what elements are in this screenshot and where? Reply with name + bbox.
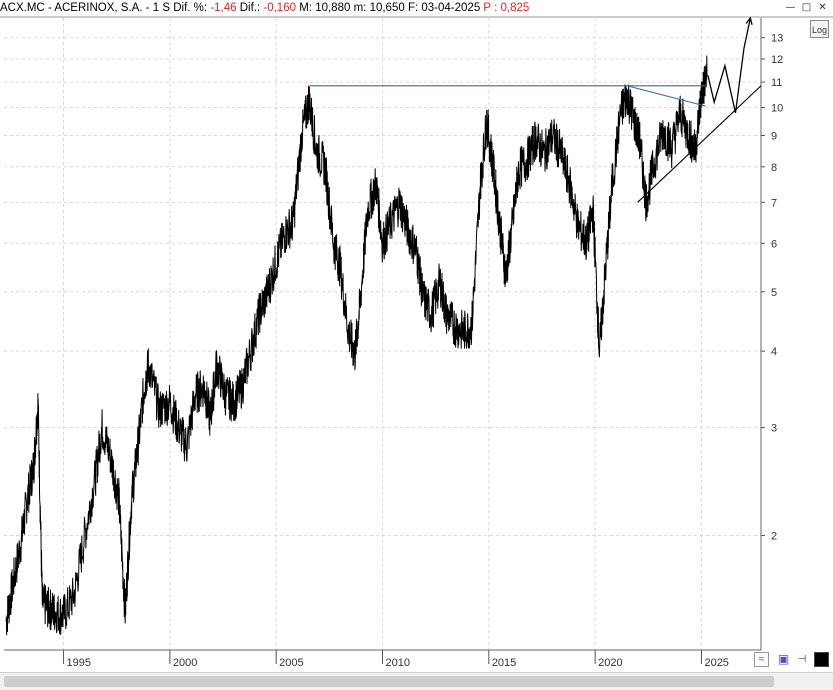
date-label: F: <box>407 2 419 14</box>
x-tick-label: 2000 <box>173 657 197 669</box>
x-tick-label: 2025 <box>704 657 728 669</box>
price-value: 0,825 <box>500 2 530 14</box>
period: 1 S <box>152 2 171 14</box>
plot-area <box>4 18 761 650</box>
y-tick-label: 4 <box>771 346 777 358</box>
x-tick-label: 2005 <box>279 657 303 669</box>
separator: - <box>47 2 55 14</box>
price-chart[interactable]: 2 3 4 5 6 7 8 9 10 11 12 13 1995 2000 2005 2010 2015 202… <box>0 0 833 672</box>
pin-icon[interactable]: ⊣ <box>797 654 807 665</box>
min-value: 10,650 <box>369 2 405 14</box>
chart-header: ACX.MC - ACERINOX, S.A. - 1 S Dif. %: -1… <box>0 0 760 17</box>
dif-pct-value: -1,46 <box>210 2 237 14</box>
min-label: m: <box>353 2 367 14</box>
dif-pct-label: Dif. %: <box>173 2 208 14</box>
scrollbar-thumb[interactable] <box>4 676 774 687</box>
y-tick-label: 12 <box>771 54 783 66</box>
y-axis-labels: 2 3 4 5 6 7 8 9 10 11 12 13 <box>771 33 783 543</box>
axes <box>0 16 833 664</box>
y-tick-label: 10 <box>771 102 783 114</box>
x-tick-label: 2015 <box>492 657 516 669</box>
company-name: ACERINOX, S.A. <box>54 2 143 14</box>
close-icon[interactable]: ✕ <box>818 2 827 13</box>
maximize-icon[interactable]: □ <box>801 2 812 13</box>
x-tick-label: 2020 <box>598 657 622 669</box>
dif-value: -0,160 <box>263 2 296 14</box>
minimize-icon[interactable]: — <box>785 2 796 13</box>
y-tick-label: 11 <box>771 77 782 89</box>
support-line <box>637 85 762 203</box>
max-value: 10,880 <box>315 2 351 14</box>
window-controls: — □ ✕ <box>784 2 829 15</box>
trendline-line <box>626 85 706 107</box>
price-series-line <box>5 55 708 636</box>
ticker: ACX.MC <box>0 2 45 14</box>
y-tick-label: 13 <box>771 33 783 45</box>
price-label: P : <box>483 2 498 14</box>
separator: - <box>145 2 150 14</box>
y-tick-label: 6 <box>771 238 777 250</box>
y-tick-label: 7 <box>771 197 777 209</box>
chart-type-icon[interactable]: ≈ <box>754 652 769 667</box>
projection-arrowhead <box>745 16 753 25</box>
dif-label: Dif.: <box>239 2 261 14</box>
x-tick-label: 1995 <box>67 657 91 669</box>
x-axis-labels: 1995 2000 2005 2010 2015 2020 2025 <box>67 657 729 669</box>
date-value: 03-04-2025 <box>421 2 481 14</box>
y-tick-label: 5 <box>771 287 777 299</box>
annotations <box>309 16 762 203</box>
horizontal-scrollbar[interactable] <box>0 672 833 690</box>
series <box>5 55 708 636</box>
projection-path <box>707 17 752 113</box>
color-swatch-icon[interactable] <box>814 652 829 667</box>
y-tick-label: 3 <box>771 423 777 435</box>
max-label: M: <box>299 2 312 14</box>
save-icon[interactable]: ▣ <box>777 652 790 666</box>
y-tick-label: 9 <box>771 130 777 142</box>
x-tick-label: 2010 <box>386 657 410 669</box>
y-tick-label: 2 <box>771 530 777 542</box>
log-scale-button[interactable]: Log <box>810 20 829 38</box>
grid <box>4 18 761 650</box>
y-tick-label: 8 <box>771 162 777 174</box>
